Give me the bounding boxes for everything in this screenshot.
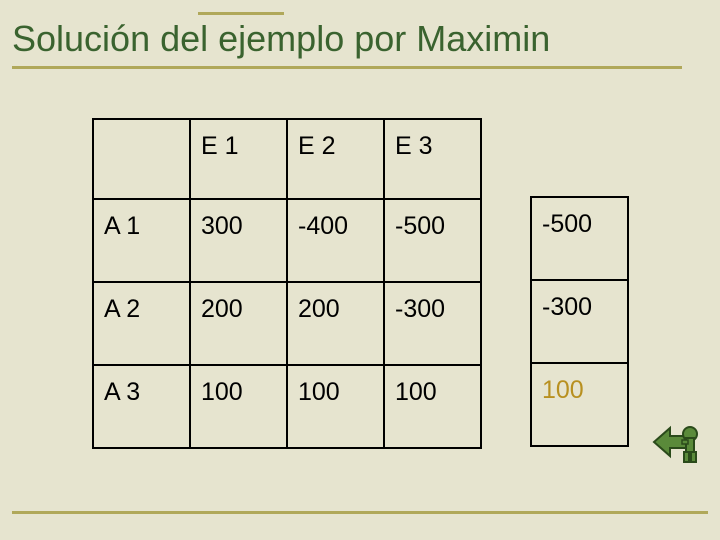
minimum-column: -500 -300 100: [530, 196, 629, 447]
table-row-label-a1: A 1: [93, 199, 190, 282]
table-cell: 100: [384, 365, 481, 448]
table-cell: 100: [287, 365, 384, 448]
table-row: A 1 300 -400 -500: [93, 199, 481, 282]
min-cell-a3-maximin: 100: [531, 363, 628, 446]
payoff-table: E 1 E 2 E 3 A 1 300 -400 -500 A 2 200 20…: [92, 118, 482, 449]
table-cell: -400: [287, 199, 384, 282]
table-cell: 200: [190, 282, 287, 365]
table-header-cell-e1: E 1: [190, 119, 287, 199]
table-row: 100: [531, 363, 628, 446]
table-row: -300: [531, 280, 628, 363]
table-cell: 200: [287, 282, 384, 365]
table-header-cell-e3: E 3: [384, 119, 481, 199]
table-header-cell-e2: E 2: [287, 119, 384, 199]
table-cell: 100: [190, 365, 287, 448]
page-title: Solución del ejemplo por Maximin: [12, 18, 708, 64]
back-arrow-figure-icon[interactable]: [648, 414, 703, 469]
table-header-cell-blank: [93, 119, 190, 199]
table-row: A 3 100 100 100: [93, 365, 481, 448]
table-cell: -500: [384, 199, 481, 282]
min-cell-a1: -500: [531, 197, 628, 280]
title-block: Solución del ejemplo por Maximin: [12, 18, 708, 64]
table-header-row: E 1 E 2 E 3: [93, 119, 481, 199]
table-cell: 300: [190, 199, 287, 282]
table-row: -500: [531, 197, 628, 280]
title-accent-top: [198, 12, 284, 15]
table-row: A 2 200 200 -300: [93, 282, 481, 365]
title-accent-bottom: [12, 66, 682, 69]
min-cell-a2: -300: [531, 280, 628, 363]
footer-accent-line: [12, 511, 708, 514]
table-cell: -300: [384, 282, 481, 365]
table-row-label-a3: A 3: [93, 365, 190, 448]
table-row-label-a2: A 2: [93, 282, 190, 365]
